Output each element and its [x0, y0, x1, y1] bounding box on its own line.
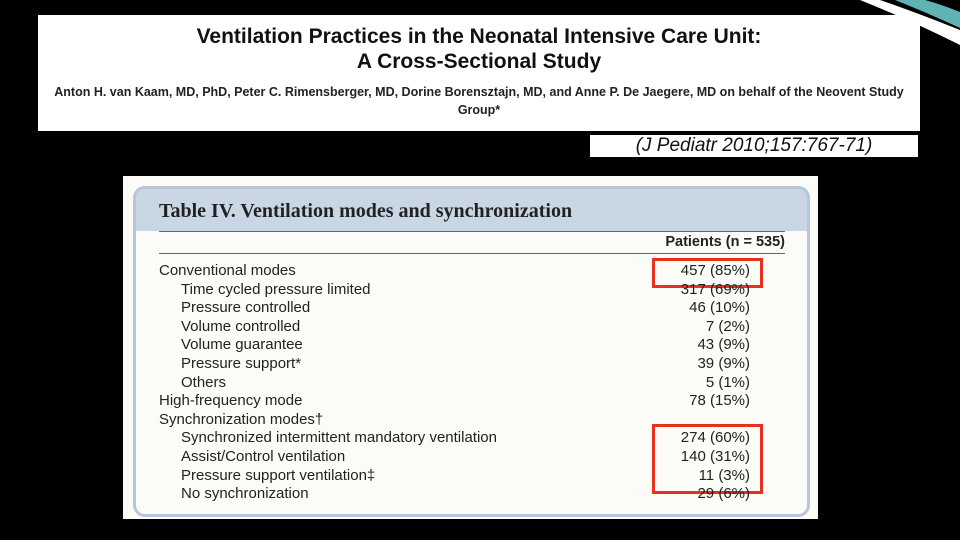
highlight-box	[652, 258, 763, 288]
row-label: Pressure controlled	[181, 299, 311, 317]
rule	[159, 231, 785, 232]
row-value: 43 (9%)	[697, 336, 750, 354]
paper-title: Ventilation Practices in the Neonatal In…	[196, 25, 762, 48]
row-value: 78 (15%)	[689, 392, 750, 410]
row-label: Volume guarantee	[181, 336, 303, 354]
decoration	[860, 0, 960, 45]
row-value: 140 (31%)	[680, 448, 750, 465]
swoosh	[860, 0, 960, 45]
table-title: Table IV. Ventilation modes and synchron…	[159, 200, 573, 222]
row-value: 29 (6%)	[697, 485, 750, 503]
column-header: Patients (n = 535)	[665, 234, 785, 250]
row-label: Volume controlled	[181, 317, 301, 335]
row-label: Synchronized intermittent mandatory vent…	[181, 429, 497, 447]
row-label: Synchronization modes†	[159, 410, 324, 428]
table: Table IV. Ventilation modes and synchron…	[123, 176, 818, 519]
highlight-box	[652, 424, 763, 494]
row-label: Assist/Control ventilation	[181, 448, 346, 465]
swoosh-teal	[895, 0, 960, 28]
citation: (J Pediatr 2010;157:767-71)	[590, 135, 918, 157]
row-value: 457 (85%)	[680, 262, 750, 279]
row-value: 5 (1%)	[705, 373, 750, 391]
row-label: Pressure support ventilation‡	[181, 466, 376, 484]
row-value: 7 (2%)	[705, 317, 750, 335]
row-value: 11 (3%)	[698, 466, 750, 484]
row-value: 317 (69%)	[680, 280, 750, 298]
row-label: Pressure support*	[181, 355, 302, 372]
row-value: 46 (10%)	[689, 299, 750, 317]
row-label: Time cycled pressure limited	[181, 280, 371, 298]
paper-title: A Cross-Sectional Study	[356, 50, 602, 73]
row-label: Conventional modes	[159, 262, 296, 279]
paper-header: Ventilation Practices in the Neonatal In…	[38, 15, 920, 131]
row-label: High-frequency mode	[159, 392, 303, 410]
row-value: 274 (60%)	[680, 429, 750, 447]
row-label: No synchronization	[181, 485, 309, 503]
table-title-bar	[133, 186, 810, 231]
rule	[159, 253, 785, 254]
row-value: 39 (9%)	[697, 355, 750, 372]
row-label: Others	[181, 373, 227, 391]
authors: Anton H. van Kaam, MD, PhD, Peter C. Rim…	[54, 85, 904, 117]
